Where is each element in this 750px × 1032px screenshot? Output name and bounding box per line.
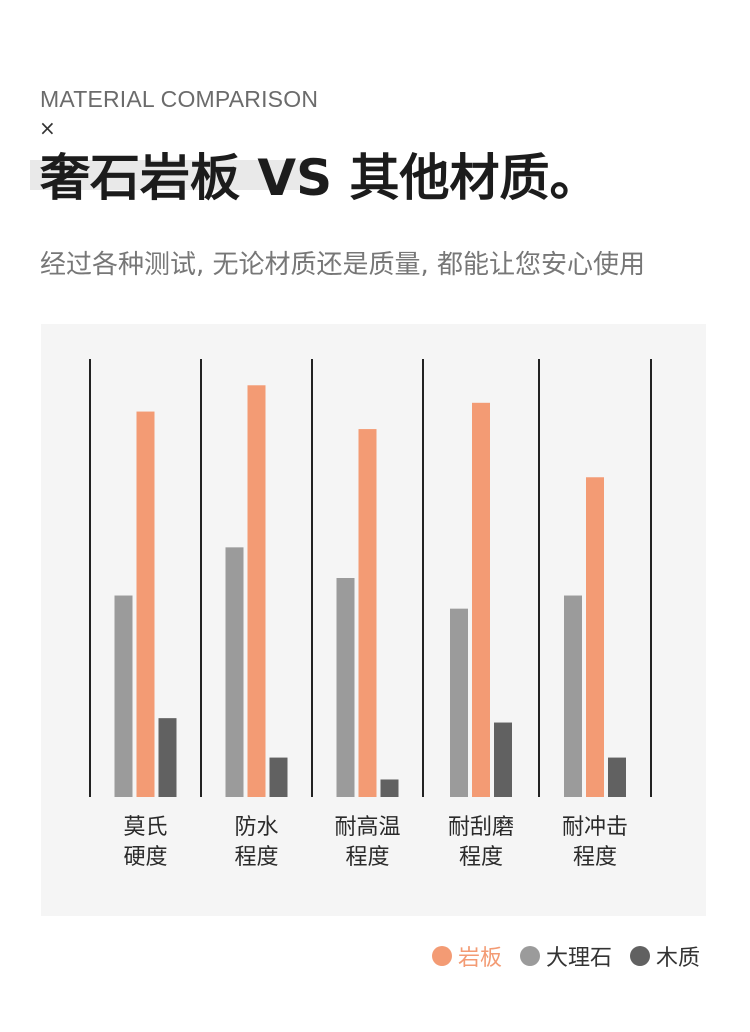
- category-label-2-line-2: 程度: [234, 845, 278, 870]
- category-label-3-line-1: 耐高温: [334, 815, 400, 840]
- legend-label-marble: 大理石: [545, 946, 612, 971]
- legend-swatch-marble: [519, 946, 540, 966]
- legend-swatch-slab: [431, 946, 452, 966]
- section-eyebrow: MATERIAL COMPARISON: [40, 86, 319, 112]
- category-label-3-line-2: 程度: [345, 845, 389, 870]
- bar-wood-3: [380, 779, 399, 797]
- bar-wood-4: [494, 722, 512, 797]
- page-subtitle: 经过各种测试, 无论材质还是质量, 都能让您安心使用: [40, 250, 646, 280]
- category-label-5-line-1: 耐冲击: [562, 815, 628, 840]
- legend-swatch-wood: [629, 946, 650, 966]
- bar-slab-4: [472, 402, 490, 797]
- legend-item-slab: 岩板: [431, 940, 502, 972]
- bar-marble-2: [225, 547, 244, 797]
- chart-legend: 岩板 大理石 木质: [431, 940, 700, 972]
- category-label-5-line-2: 程度: [573, 845, 617, 870]
- legend-item-marble: 大理石: [519, 940, 612, 972]
- bar-slab-1: [136, 411, 155, 797]
- bar-wood-2: [269, 757, 288, 797]
- bar-marble-1: [114, 595, 133, 797]
- category-label-1-line-1: 莫氏: [123, 815, 167, 840]
- chart-panel: 莫氏硬度 防水程度 耐高温程度 耐刮磨程度 耐冲击程度: [41, 324, 706, 916]
- legend-label-slab: 岩板: [457, 946, 502, 971]
- bar-slab-5: [586, 477, 604, 797]
- bar-wood-5: [608, 757, 626, 797]
- bar-marble-3: [336, 578, 355, 797]
- bar-marble-4: [450, 608, 468, 797]
- category-label-2-line-1: 防水: [234, 815, 278, 840]
- category-label-4-line-2: 程度: [459, 845, 503, 870]
- bar-slab-3: [358, 429, 377, 797]
- title-highlight-band: [30, 160, 310, 190]
- legend-label-wood: 木质: [655, 946, 700, 971]
- legend-item-wood: 木质: [629, 940, 700, 972]
- category-label-4-line-1: 耐刮磨: [448, 815, 514, 840]
- bar-marble-5: [564, 595, 582, 797]
- bar-slab-2: [247, 385, 266, 797]
- times-icon: ×: [39, 116, 56, 140]
- page-title: 奢石岩板 VS 其他材质。: [40, 149, 600, 207]
- category-label-1-line-2: 硬度: [123, 845, 167, 870]
- bar-wood-1: [158, 718, 177, 797]
